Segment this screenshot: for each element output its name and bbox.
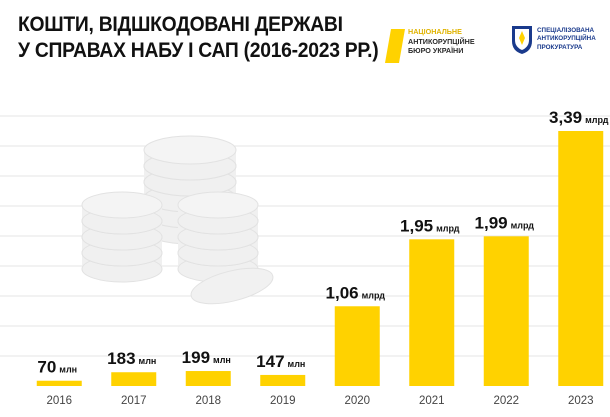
value-label-2023: 3,39 млрд [549, 108, 609, 127]
x-tick-label: 2016 [46, 395, 72, 407]
x-tick-label: 2022 [493, 395, 519, 407]
value-label-2022: 1,99 млрд [475, 213, 535, 232]
x-tick-label: 2018 [195, 395, 221, 407]
bar-chart: 70 млн 183 млн 199 млн 147 млн 1,06 млрд 1,95 млрд 1… [0, 0, 610, 417]
value-label-2021: 1,95 млрд [400, 216, 460, 235]
bar-2016 [37, 381, 82, 386]
coins-background-illustration [82, 136, 276, 311]
value-label-2020: 1,06 млрд [326, 283, 386, 302]
value-label-2016: 70 млн [37, 358, 77, 377]
bar-2022 [484, 236, 529, 386]
bar-2023 [558, 131, 603, 386]
x-tick-label: 2023 [568, 395, 594, 407]
value-label-2018: 199 млн [182, 348, 231, 367]
value-label-2019: 147 млн [256, 352, 305, 371]
bar-2021 [409, 239, 454, 386]
bar-2017 [111, 372, 156, 386]
x-tick-label: 2021 [419, 395, 445, 407]
x-tick-label: 2017 [121, 395, 147, 407]
x-tick-label: 2019 [270, 395, 296, 407]
bar-2020 [335, 306, 380, 386]
bar-2018 [186, 371, 231, 386]
x-tick-label: 2020 [344, 395, 370, 407]
chart-svg: 70 млн 183 млн 199 млн 147 млн 1,06 млрд 1,95 млрд 1… [0, 0, 610, 417]
x-tick-labels: 2016 2017 2018 2019 2020 2021 2022 2023 [46, 395, 593, 407]
bar-2019 [260, 375, 305, 386]
value-label-2017: 183 млн [107, 349, 156, 368]
coin-stack [82, 192, 162, 282]
